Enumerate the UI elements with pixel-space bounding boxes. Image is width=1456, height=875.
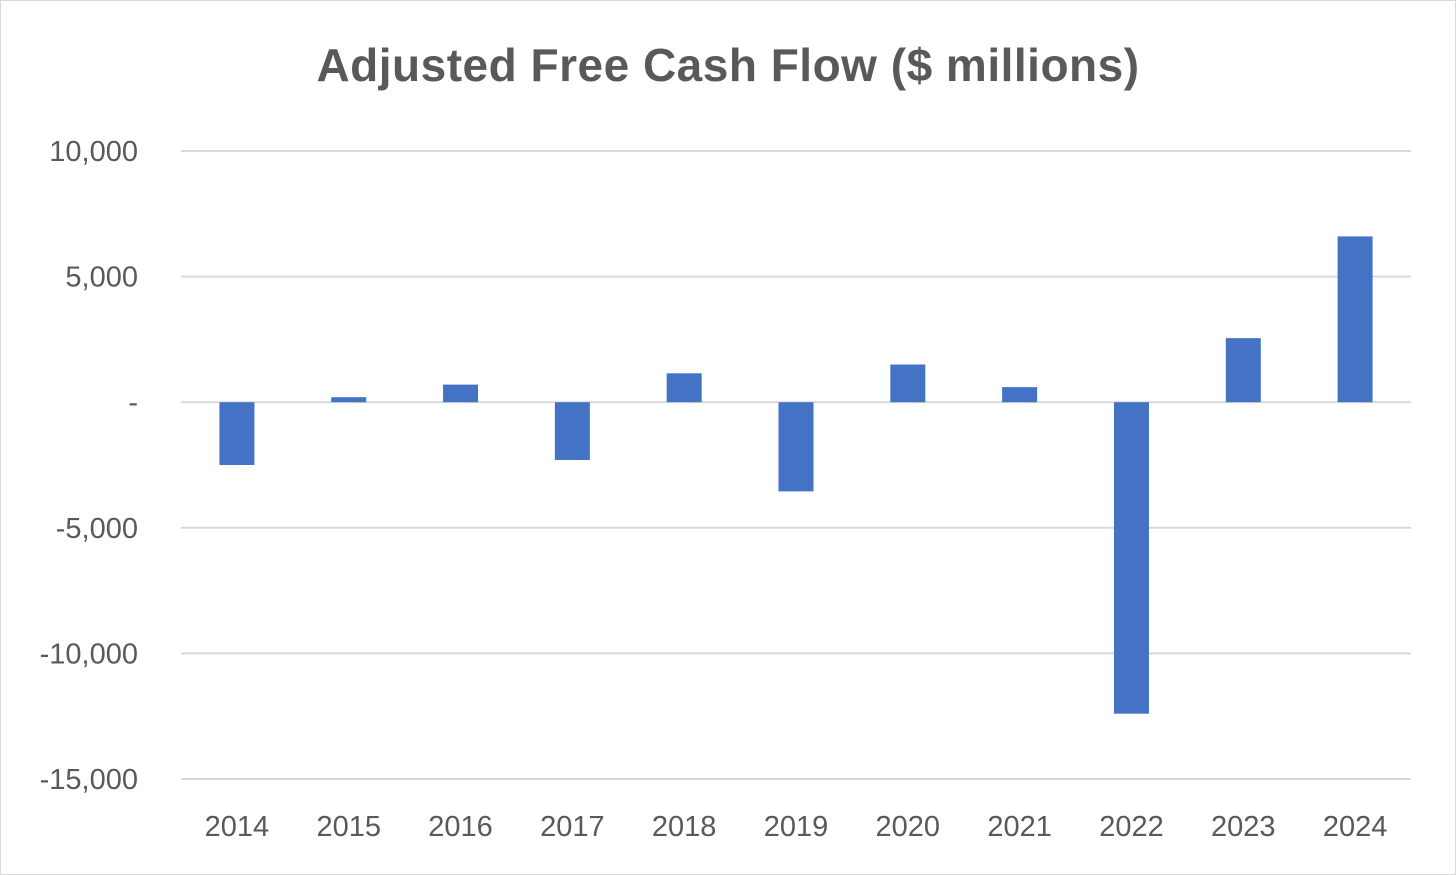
x-tick-label: 2014 — [205, 811, 270, 843]
x-tick-label: 2015 — [316, 811, 381, 843]
x-tick-label: 2021 — [987, 811, 1052, 843]
y-tick-label: -10,000 — [40, 638, 138, 670]
y-tick-label: 10,000 — [49, 136, 138, 168]
y-tick-label: - — [128, 387, 138, 419]
x-tick-label: 2017 — [540, 811, 605, 843]
bar-2017 — [554, 402, 590, 460]
y-tick-label: -15,000 — [40, 764, 138, 796]
x-tick-label: 2023 — [1211, 811, 1276, 843]
chart-title: Adjusted Free Cash Flow ($ millions) — [316, 39, 1140, 91]
x-axis-tick-labels: 2014 2015 2016 2017 2018 2019 2020 2021 2022 2023… — [205, 811, 1388, 843]
bar-2019 — [778, 402, 814, 492]
bar-2014 — [219, 402, 255, 465]
x-tick-label: 2022 — [1099, 811, 1164, 843]
bars — [219, 236, 1373, 714]
bar-2020 — [890, 364, 926, 403]
x-tick-label: 2019 — [764, 811, 829, 843]
y-tick-label: -5,000 — [56, 513, 138, 545]
x-tick-label: 2020 — [876, 811, 941, 843]
bar-2021 — [1002, 387, 1038, 403]
y-axis-tick-labels: 10,000 5,000 - -5,000 -10,000 -15,000 — [40, 136, 138, 796]
x-tick-label: 2016 — [428, 811, 493, 843]
bar-2016 — [443, 384, 479, 403]
x-tick-label: 2018 — [652, 811, 717, 843]
bar-2024 — [1337, 236, 1373, 403]
bar-2015 — [331, 397, 367, 403]
y-tick-label: 5,000 — [65, 262, 138, 294]
bar-2023 — [1225, 338, 1261, 403]
x-tick-label: 2024 — [1323, 811, 1388, 843]
bar-2022 — [1113, 402, 1149, 714]
bar-2018 — [666, 373, 702, 403]
